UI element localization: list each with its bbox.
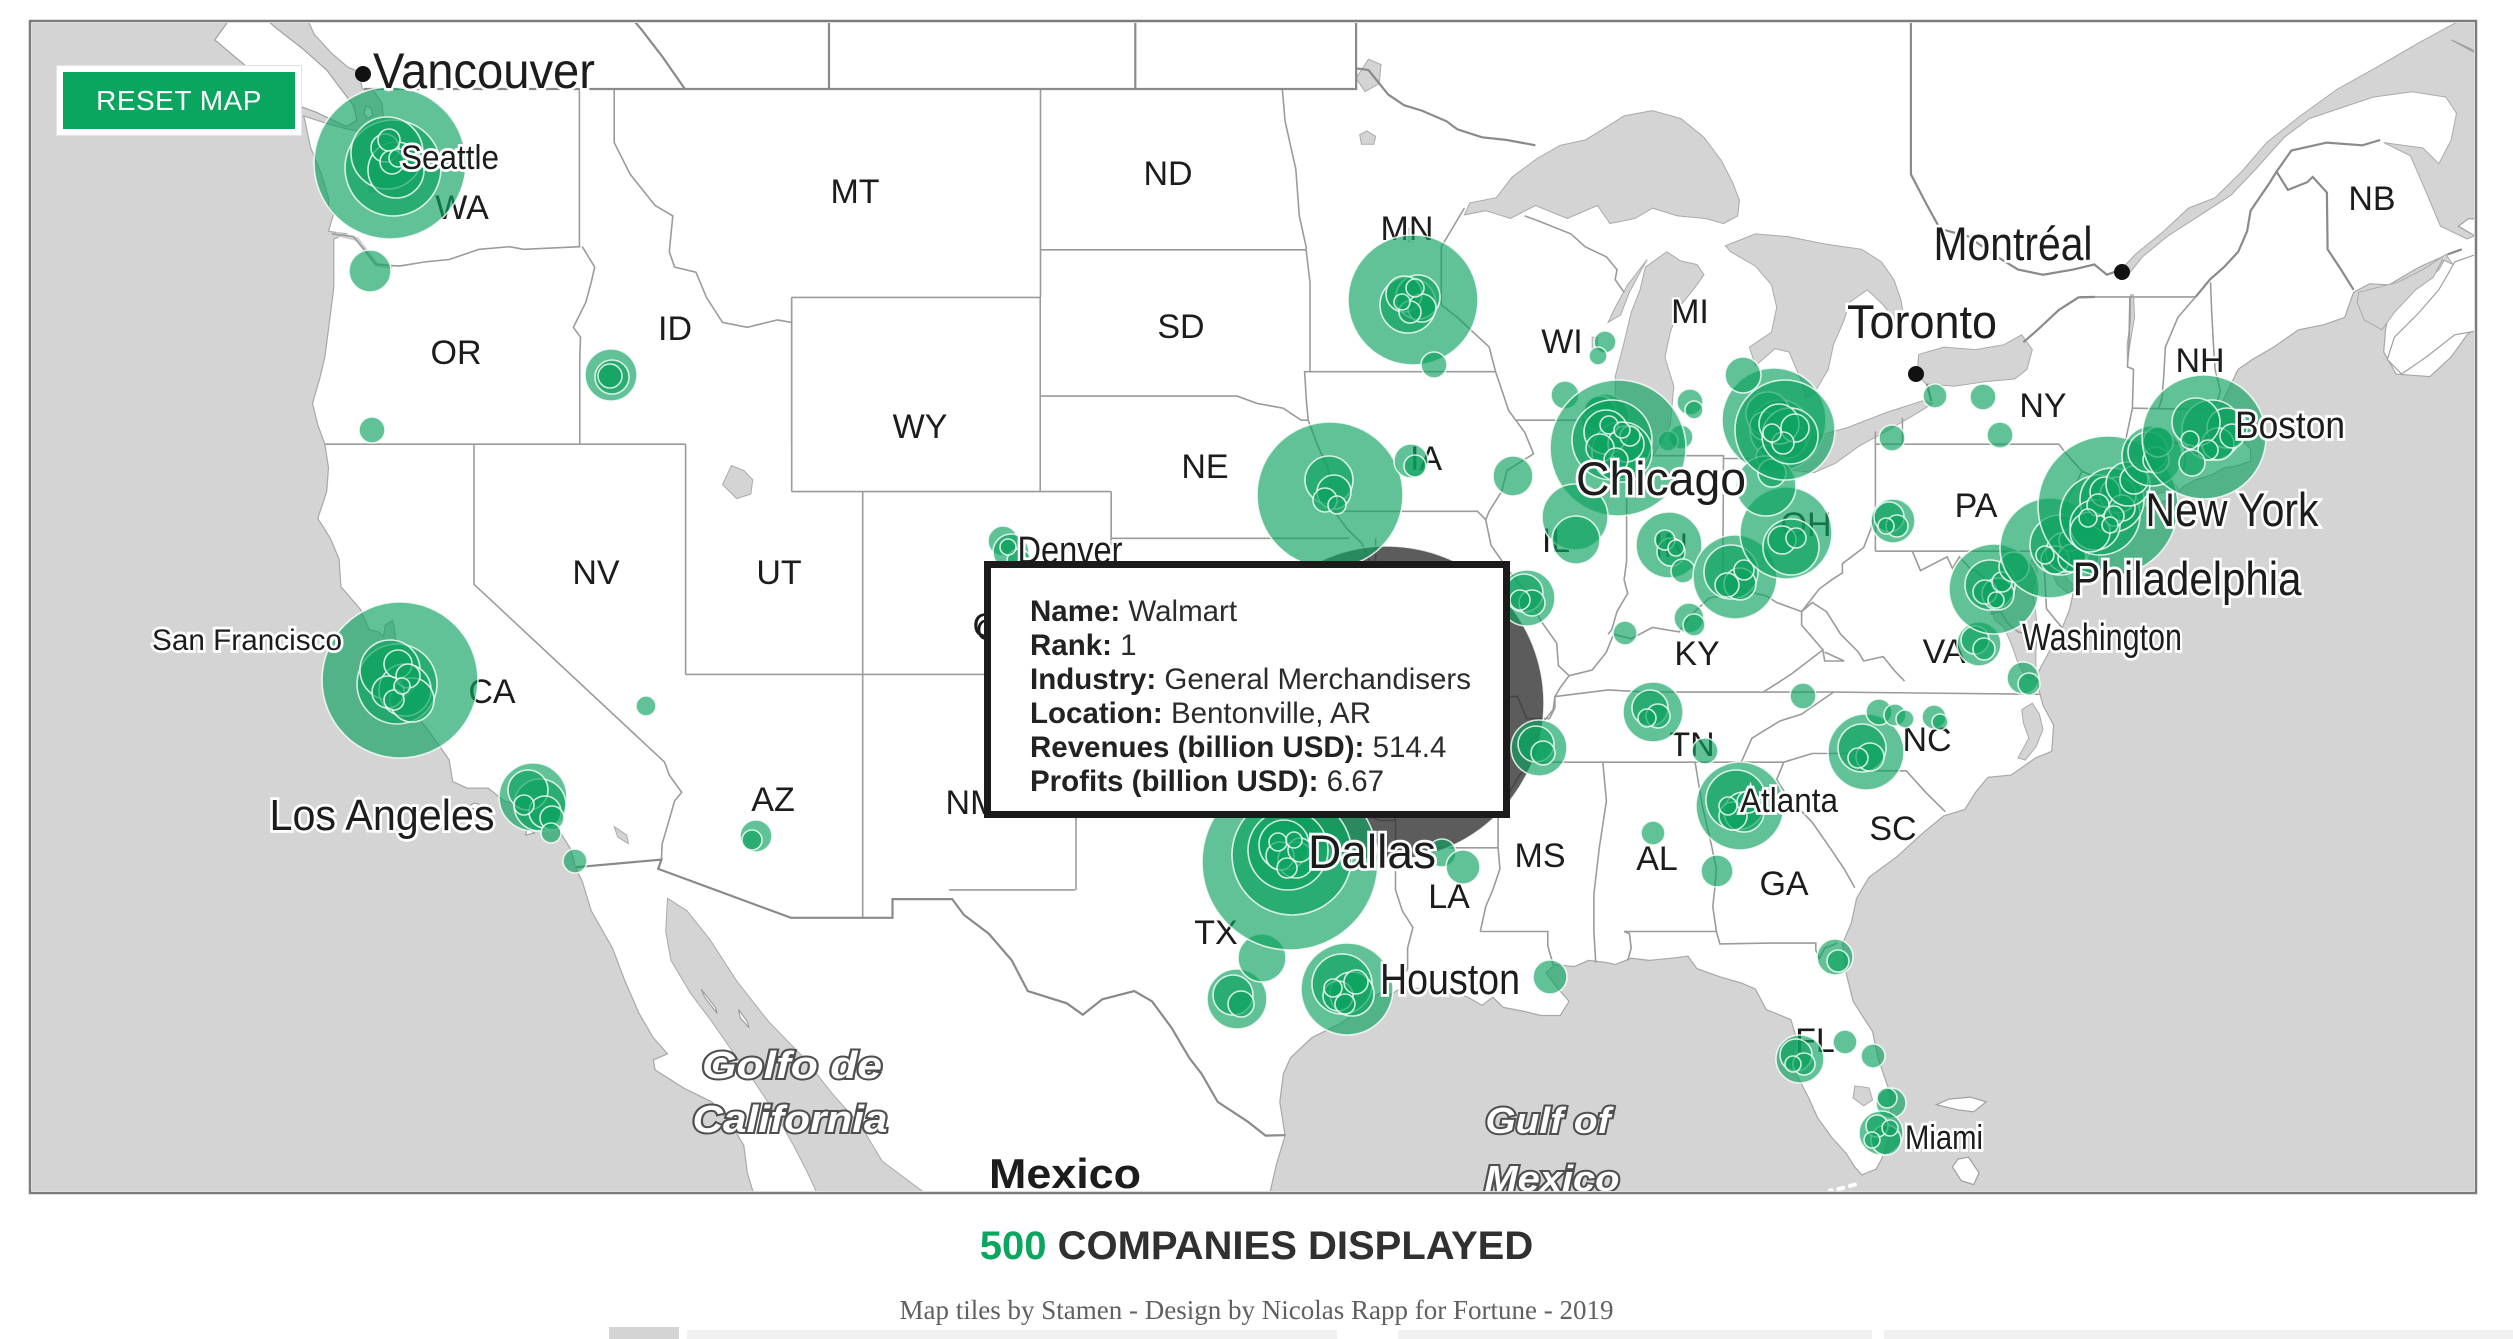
svg-text:California: California xyxy=(693,1099,888,1141)
svg-text:WI: WI xyxy=(1541,323,1583,361)
svg-text:Atlanta: Atlanta xyxy=(1740,782,1838,820)
svg-text:Vancouver: Vancouver xyxy=(373,43,595,99)
svg-text:NV: NV xyxy=(572,554,620,592)
svg-text:Toronto: Toronto xyxy=(1847,295,1997,348)
svg-text:OR: OR xyxy=(431,334,482,372)
svg-text:PA: PA xyxy=(1955,487,1998,525)
svg-text:Boston: Boston xyxy=(2235,405,2345,447)
svg-text:Mexico: Mexico xyxy=(989,1150,1141,1197)
svg-text:SC: SC xyxy=(1869,810,1916,848)
svg-text:Gulf of: Gulf of xyxy=(1486,1100,1614,1141)
svg-text:Seattle: Seattle xyxy=(401,139,499,177)
svg-text:WY: WY xyxy=(893,408,948,446)
svg-text:SD: SD xyxy=(1157,308,1204,346)
svg-text:San Francisco: San Francisco xyxy=(152,624,342,657)
svg-text:Dallas: Dallas xyxy=(1308,825,1436,878)
svg-text:GA: GA xyxy=(1759,865,1808,903)
svg-text:Philadelphia: Philadelphia xyxy=(2073,552,2303,605)
svg-text:New York: New York xyxy=(2146,483,2319,536)
svg-text:Houston: Houston xyxy=(1380,955,1520,1004)
svg-text:NY: NY xyxy=(2019,387,2066,425)
svg-text:Mexico: Mexico xyxy=(1485,1158,1620,1199)
svg-text:KY: KY xyxy=(1674,635,1719,673)
svg-text:MI: MI xyxy=(1671,293,1709,331)
svg-text:Chicago: Chicago xyxy=(1576,452,1746,505)
svg-text:NE: NE xyxy=(1181,448,1228,486)
svg-text:ID: ID xyxy=(658,310,692,348)
svg-text:Montréal: Montréal xyxy=(1934,217,2093,270)
svg-text:NH: NH xyxy=(2175,342,2224,380)
svg-text:Miami: Miami xyxy=(1905,1119,1983,1157)
svg-text:NB: NB xyxy=(2348,180,2395,218)
svg-text:Los Angeles: Los Angeles xyxy=(270,791,495,840)
svg-text:MS: MS xyxy=(1515,837,1566,875)
svg-text:UT: UT xyxy=(756,554,801,592)
svg-text:AL: AL xyxy=(1636,840,1678,878)
svg-text:Golfo de: Golfo de xyxy=(702,1045,882,1087)
svg-text:AZ: AZ xyxy=(751,781,794,819)
svg-text:MT: MT xyxy=(830,173,879,211)
svg-text:N: N xyxy=(2481,286,2506,324)
svg-text:Washington: Washington xyxy=(2022,617,2182,659)
svg-text:ND: ND xyxy=(1143,155,1192,193)
